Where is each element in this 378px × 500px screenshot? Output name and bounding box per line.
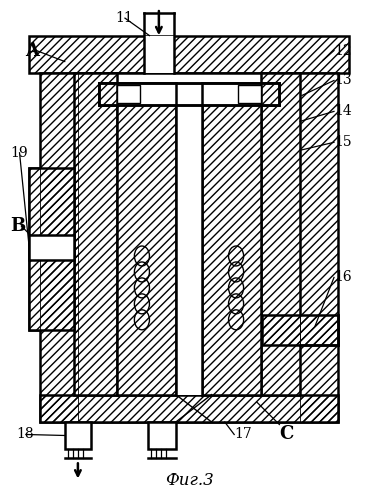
Bar xyxy=(40,394,338,422)
Bar xyxy=(29,168,40,330)
Bar xyxy=(260,83,279,106)
Bar xyxy=(202,83,260,394)
Text: 11: 11 xyxy=(116,11,133,25)
Bar xyxy=(238,86,260,103)
Text: 13: 13 xyxy=(334,74,352,88)
Text: 17: 17 xyxy=(234,428,252,442)
Text: A: A xyxy=(25,42,39,60)
Bar xyxy=(118,86,140,103)
Bar xyxy=(74,73,118,394)
Text: 12: 12 xyxy=(334,44,352,58)
Text: 15: 15 xyxy=(334,136,352,149)
Bar xyxy=(29,235,74,260)
Text: 16: 16 xyxy=(334,270,352,284)
Bar xyxy=(202,83,260,394)
Bar xyxy=(40,394,338,422)
Bar xyxy=(40,73,78,422)
Bar xyxy=(99,83,279,106)
Bar xyxy=(29,168,74,330)
Bar xyxy=(260,73,300,394)
Text: C: C xyxy=(279,426,294,444)
Bar xyxy=(29,168,74,330)
Text: B: B xyxy=(10,217,25,235)
Bar xyxy=(99,83,118,106)
Bar xyxy=(300,73,338,422)
Bar xyxy=(260,83,279,106)
Bar xyxy=(29,36,349,73)
Bar xyxy=(118,83,176,394)
Bar xyxy=(99,83,118,106)
Text: Фиг.3: Фиг.3 xyxy=(165,472,213,489)
Bar xyxy=(118,83,176,394)
Bar xyxy=(144,36,174,73)
Text: 19: 19 xyxy=(10,146,28,160)
Bar xyxy=(262,315,338,344)
Bar xyxy=(262,315,338,344)
Bar xyxy=(176,83,202,394)
Text: 18: 18 xyxy=(17,428,34,442)
Bar xyxy=(260,73,300,394)
Bar xyxy=(65,422,91,450)
Bar xyxy=(74,73,118,394)
Bar xyxy=(147,422,176,450)
Text: 14: 14 xyxy=(334,104,352,118)
Bar xyxy=(40,73,338,422)
Bar xyxy=(29,36,349,73)
